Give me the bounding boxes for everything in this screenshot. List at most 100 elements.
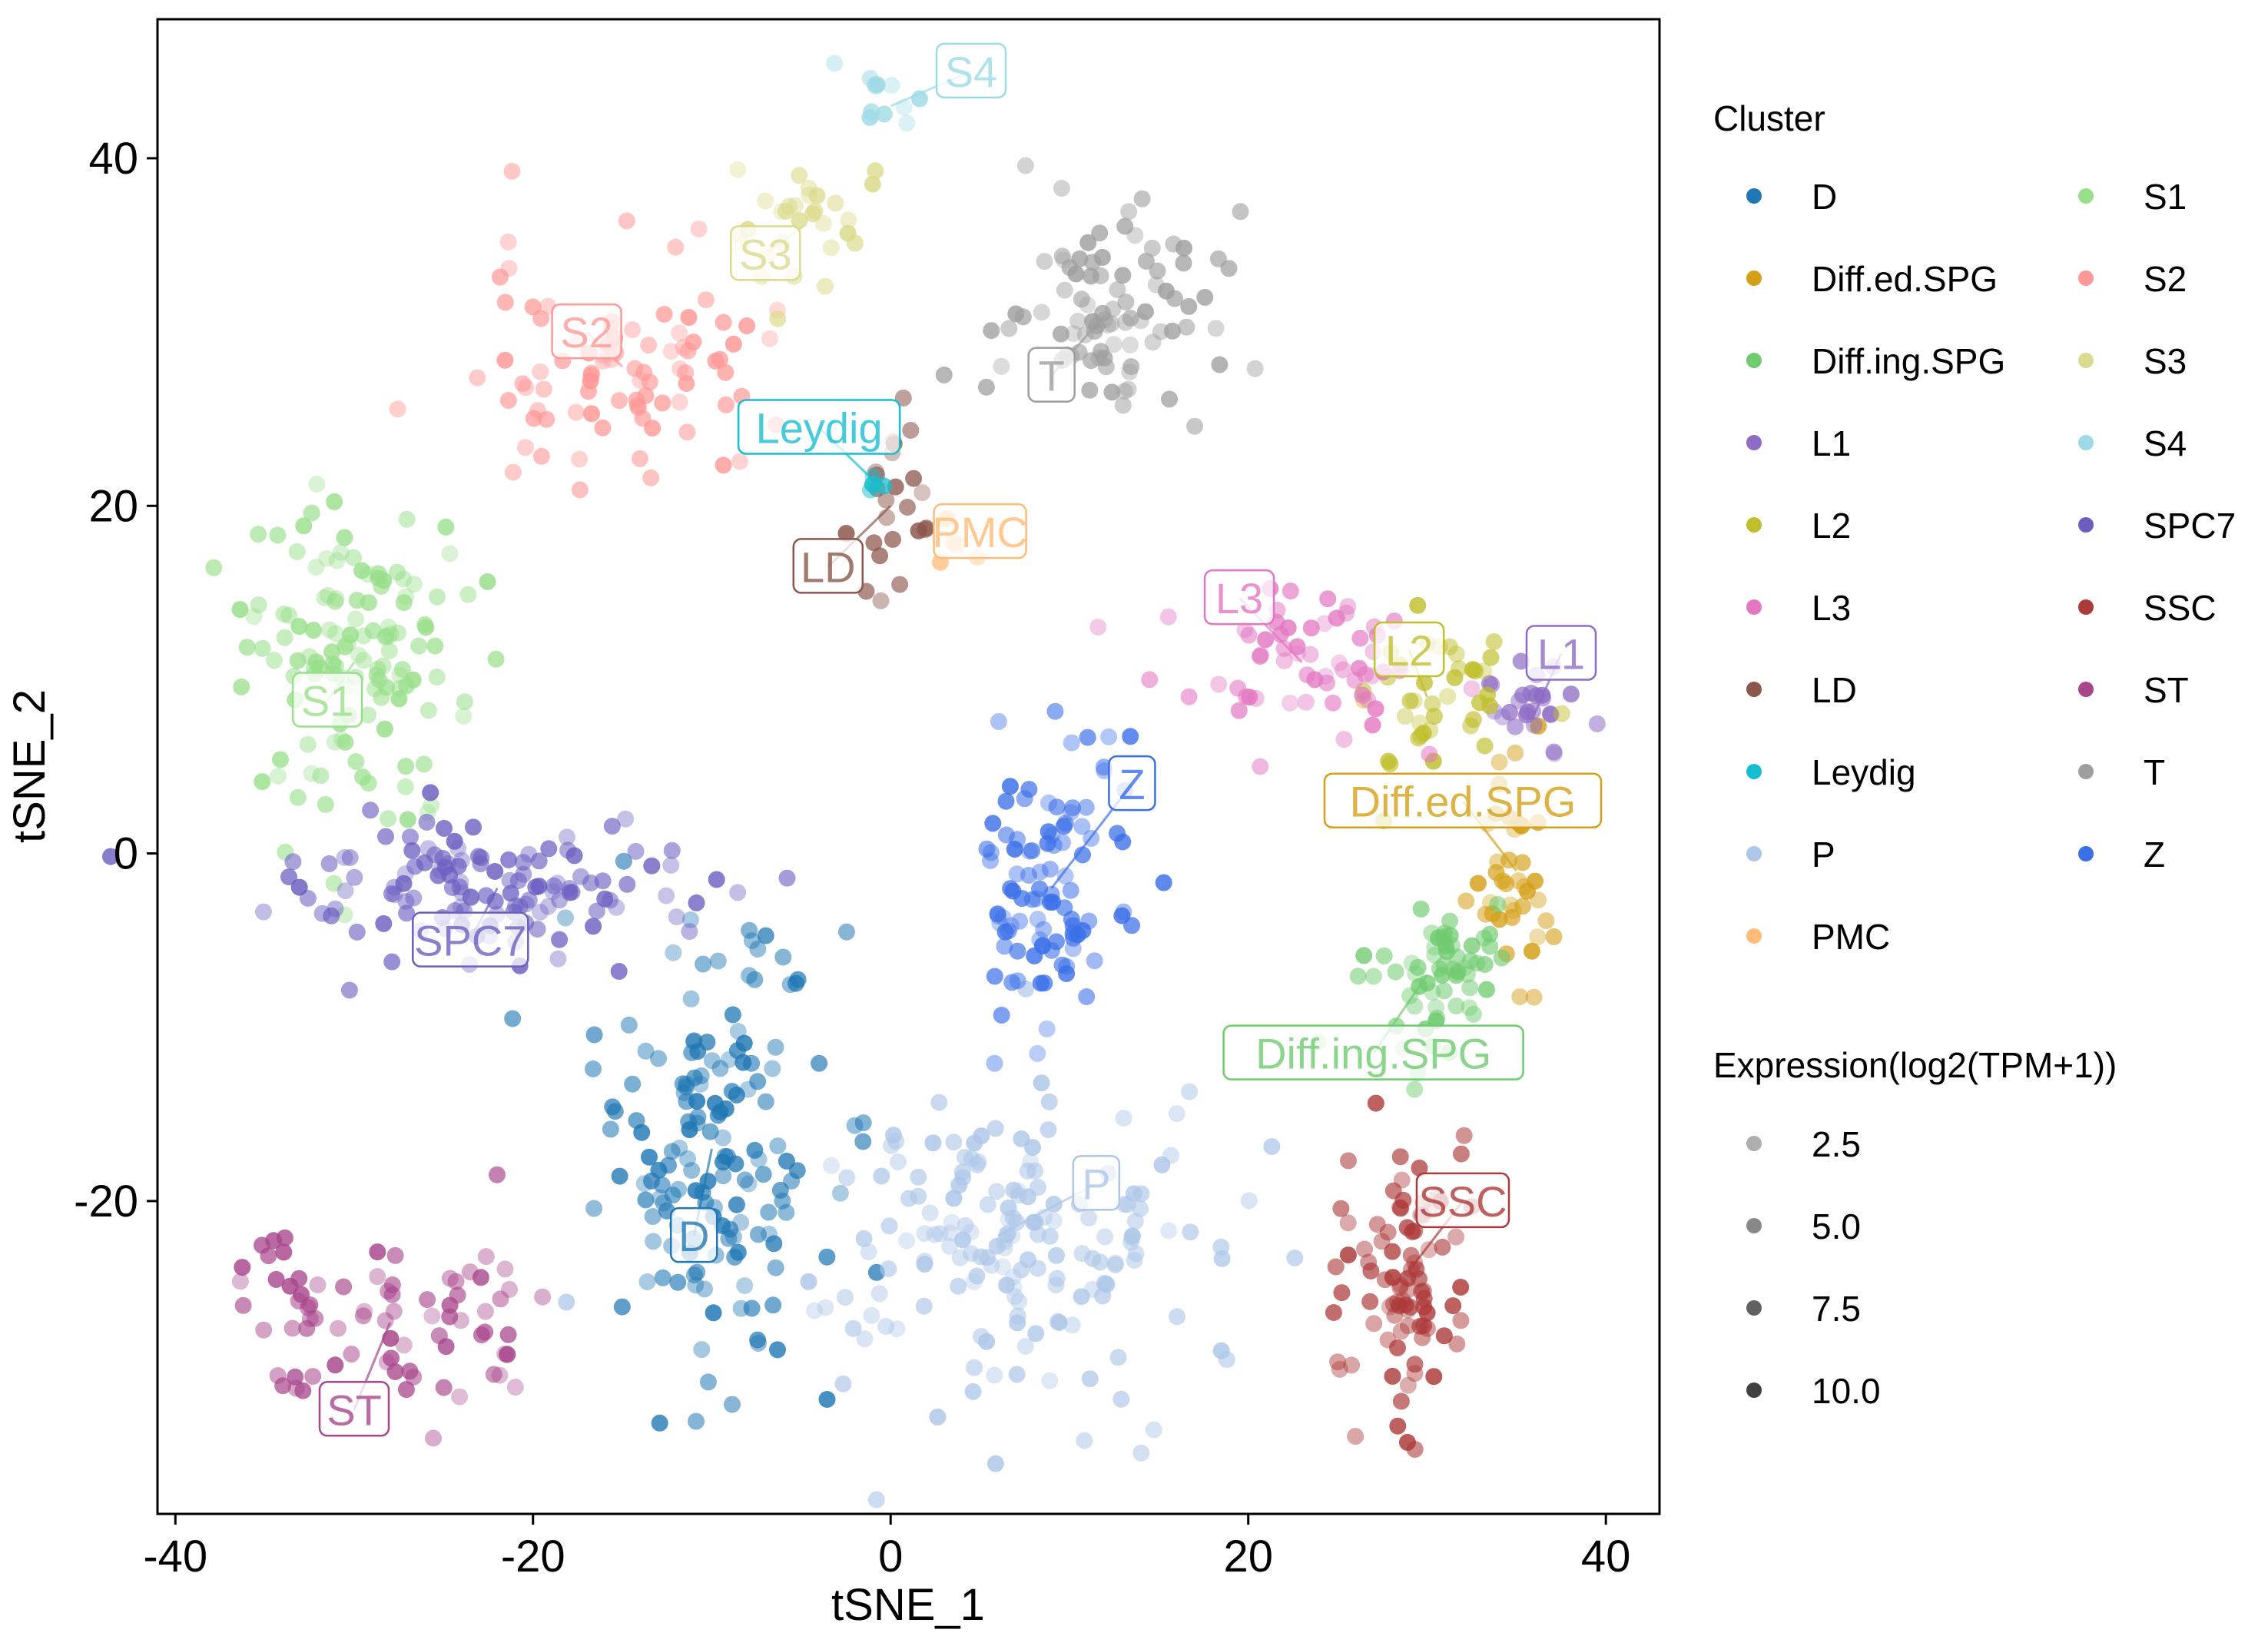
data-point-diff-ed-spg <box>1530 891 1547 909</box>
data-point-z <box>1078 988 1096 1005</box>
data-point-p <box>916 1256 933 1273</box>
data-point-ssc <box>1384 1295 1402 1313</box>
data-point-s1 <box>345 549 362 566</box>
data-point-z <box>1035 921 1053 938</box>
data-point-t <box>1196 288 1214 306</box>
data-point-t <box>993 357 1010 375</box>
data-point-l2 <box>1421 722 1439 739</box>
data-point-st <box>304 1368 322 1386</box>
data-point-spc7 <box>486 863 504 880</box>
data-point-z <box>1039 835 1056 852</box>
data-point-st <box>343 1346 360 1363</box>
data-point-spc7 <box>486 892 504 910</box>
data-point-ssc <box>1399 1317 1417 1335</box>
data-point-d <box>604 1098 622 1116</box>
legend-label: PMC <box>1812 917 1890 957</box>
data-point-l1 <box>1545 743 1563 761</box>
data-point-z <box>1042 894 1059 911</box>
data-point-p <box>855 1230 873 1247</box>
data-point-spc7 <box>514 854 532 871</box>
label-text: Leydig <box>756 403 883 452</box>
data-point-p <box>1041 1372 1059 1389</box>
cluster-label-ld: LD <box>792 505 892 594</box>
data-point-d <box>818 1248 836 1266</box>
data-point-p <box>823 1157 840 1174</box>
data-point-d <box>696 1280 713 1298</box>
data-point-t <box>1069 312 1087 330</box>
data-point-z <box>1063 734 1080 752</box>
data-point-p <box>885 1127 902 1144</box>
data-point-d <box>760 1203 778 1221</box>
data-point-diff-ed-spg <box>1504 908 1520 926</box>
data-point-p <box>1019 1162 1036 1180</box>
data-point-spc7 <box>377 828 394 845</box>
data-point-d <box>664 1187 681 1204</box>
legend-label: Z <box>2144 835 2165 875</box>
data-point-s2 <box>469 369 486 387</box>
data-point-ssc <box>1389 1417 1407 1435</box>
data-point-diff-ed-spg <box>1516 878 1533 895</box>
legend-swatch <box>2078 435 2094 450</box>
data-point-p <box>860 1243 877 1261</box>
legend-item-s2: S2 <box>2078 259 2187 299</box>
legend-item-s1: S1 <box>2078 177 2187 217</box>
data-point-s3 <box>822 239 840 257</box>
data-point-z <box>1080 912 1098 930</box>
data-point-s2 <box>655 306 673 323</box>
data-point-ssc <box>1452 1145 1470 1163</box>
data-point-z <box>1054 834 1071 851</box>
data-point-p <box>1008 1366 1026 1383</box>
data-point-l3 <box>1230 702 1248 719</box>
data-point-l3 <box>1331 654 1348 672</box>
data-point-ssc <box>1392 1323 1410 1340</box>
data-point-l3 <box>1210 675 1228 693</box>
data-point-d <box>611 1167 628 1185</box>
legend-label: S4 <box>2144 423 2187 463</box>
data-point-st <box>267 1270 285 1288</box>
data-point-l3 <box>1257 631 1275 649</box>
data-point-p <box>1029 1260 1046 1277</box>
data-point-spc7 <box>348 923 366 941</box>
data-point-s1 <box>347 610 365 628</box>
data-point-t <box>1116 383 1133 400</box>
data-point-p <box>966 1359 983 1376</box>
data-point-s1 <box>307 653 325 671</box>
data-point-ssc <box>1452 1312 1470 1329</box>
data-point-diff-ing-spg <box>1406 997 1424 1015</box>
data-point-ssc <box>1420 1241 1437 1259</box>
data-point-ssc <box>1384 1367 1401 1385</box>
data-point-d <box>585 1026 603 1044</box>
label-box <box>1525 625 1597 681</box>
data-point-p <box>1126 1251 1143 1269</box>
data-point-s3 <box>777 202 794 220</box>
y-tick-label: 20 <box>88 481 138 531</box>
data-point-t <box>1122 358 1140 375</box>
data-point-l3 <box>1335 731 1353 748</box>
size-legend-swatch <box>1746 1136 1762 1151</box>
data-point-diff-ed-spg <box>1537 912 1555 930</box>
data-point-s1 <box>441 545 459 563</box>
data-point-p <box>1005 1181 1023 1199</box>
data-point-spc7 <box>588 902 605 920</box>
data-point-d <box>736 1277 754 1294</box>
data-point-diff-ing-spg <box>1423 924 1441 942</box>
data-point-s1 <box>295 517 313 535</box>
data-point-p <box>870 1285 888 1303</box>
data-point-z <box>994 908 1012 926</box>
data-point-ssc <box>1414 1282 1432 1299</box>
data-point-d <box>674 1075 691 1093</box>
data-point-s1 <box>380 619 397 636</box>
data-point-z <box>1009 942 1026 960</box>
label-text: Diff.ing.SPG <box>1255 1030 1491 1078</box>
data-point-d <box>778 1203 795 1221</box>
data-point-st <box>476 1303 494 1320</box>
data-point-s1 <box>459 586 477 603</box>
data-point-t <box>1144 334 1162 351</box>
data-point-diff-ed-spg <box>1527 872 1544 890</box>
legend-swatch <box>1746 682 1762 697</box>
data-point-spc7 <box>594 872 612 890</box>
data-point-s1 <box>375 572 393 589</box>
data-point-s2 <box>618 212 635 230</box>
data-point-l1 <box>1522 685 1540 702</box>
